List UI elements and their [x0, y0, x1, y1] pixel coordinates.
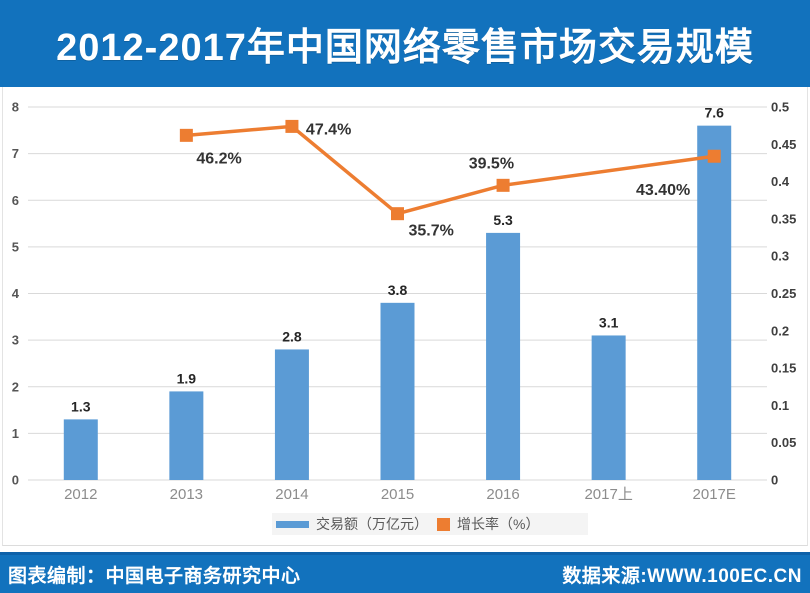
legend-item-transaction: 交易额（万亿元） — [276, 514, 428, 534]
page-title: 2012-2017年中国网络零售市场交易规模 — [56, 27, 754, 69]
footer-banner: 图表编制：中国电子商务研究中心 数据来源:WWW.100EC.CN — [0, 552, 810, 593]
chart-legend: 交易额（万亿元） 增长率（%） — [272, 513, 588, 535]
bar-series-swatch-icon — [276, 520, 309, 528]
title-banner: 2012-2017年中国网络零售市场交易规模 — [0, 0, 810, 87]
legend-item-growth: 增长率（%） — [437, 514, 539, 534]
chart-area — [2, 87, 808, 546]
legend-label-transaction: 交易额（万亿元） — [316, 516, 428, 532]
footer-credit: 图表编制：中国电子商务研究中心 — [8, 565, 301, 587]
legend-label-growth: 增长率（%） — [457, 516, 540, 532]
line-series-swatch-icon — [437, 517, 450, 531]
footer-source: 数据来源:WWW.100EC.CN — [562, 565, 802, 587]
